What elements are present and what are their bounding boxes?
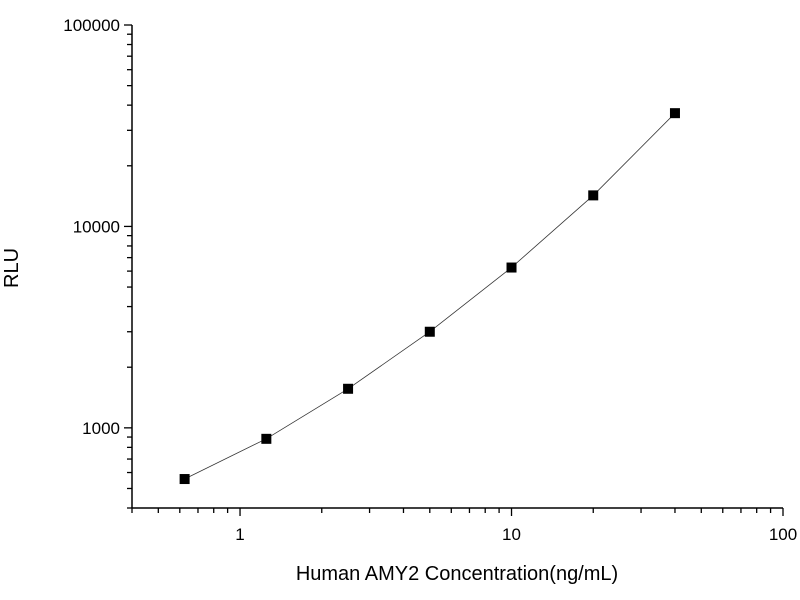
data-point xyxy=(588,190,599,201)
axes: 1 10 100 1000 10000 100000 xyxy=(63,16,797,544)
y-tick-label: 1000 xyxy=(82,419,120,438)
plot-area xyxy=(179,108,680,485)
series-line xyxy=(184,112,676,480)
x-tick-label: 10 xyxy=(502,525,521,544)
data-point xyxy=(424,326,435,337)
y-tick-label: 10000 xyxy=(73,217,120,236)
data-point xyxy=(506,262,517,273)
x-axis-title: Human AMY2 Concentration(ng/mL) xyxy=(296,563,618,585)
data-point xyxy=(343,383,354,394)
y-axis-title: RLU xyxy=(1,248,23,288)
data-point xyxy=(261,433,272,444)
x-tick-label: 100 xyxy=(769,525,797,544)
y-tick-label: 100000 xyxy=(63,16,120,35)
x-tick-label: 1 xyxy=(235,525,244,544)
data-point xyxy=(669,108,680,119)
data-point xyxy=(179,474,190,485)
